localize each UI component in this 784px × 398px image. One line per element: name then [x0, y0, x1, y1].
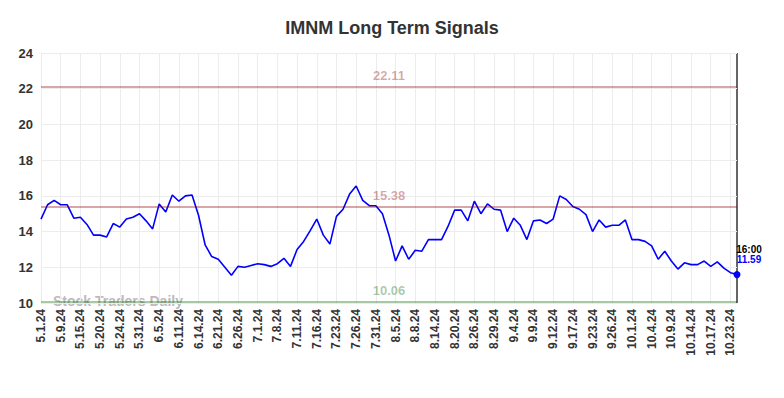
- svg-text:7.23.24: 7.23.24: [329, 309, 343, 349]
- svg-text:6.11.24: 6.11.24: [172, 309, 186, 349]
- svg-text:5.1.24: 5.1.24: [34, 309, 48, 343]
- svg-text:8.5.24: 8.5.24: [389, 309, 403, 343]
- svg-text:7.31.24: 7.31.24: [369, 309, 383, 349]
- svg-text:18: 18: [19, 153, 33, 168]
- svg-text:9.26.24: 9.26.24: [605, 309, 619, 349]
- svg-text:5.9.24: 5.9.24: [54, 309, 68, 343]
- svg-text:6.26.24: 6.26.24: [231, 309, 245, 349]
- svg-text:16:00: 16:00: [736, 243, 762, 255]
- svg-text:6.14.24: 6.14.24: [192, 309, 206, 349]
- svg-text:10.14.24: 10.14.24: [684, 309, 698, 356]
- svg-text:15.38: 15.38: [373, 188, 406, 203]
- svg-text:Stock Traders Daily: Stock Traders Daily: [53, 293, 183, 309]
- svg-text:22: 22: [19, 81, 33, 96]
- svg-text:5.24.24: 5.24.24: [113, 309, 127, 349]
- svg-text:10: 10: [19, 296, 33, 311]
- svg-text:7.11.24: 7.11.24: [290, 309, 304, 349]
- svg-text:10.06: 10.06: [373, 283, 406, 298]
- svg-text:9.17.24: 9.17.24: [566, 309, 580, 349]
- svg-text:8.14.24: 8.14.24: [428, 309, 442, 349]
- svg-text:16: 16: [19, 188, 33, 203]
- svg-text:10.17.24: 10.17.24: [704, 309, 718, 356]
- svg-text:6.21.24: 6.21.24: [211, 309, 225, 349]
- svg-text:9.9.24: 9.9.24: [526, 309, 540, 343]
- svg-text:8.26.24: 8.26.24: [467, 309, 481, 349]
- svg-text:9.12.24: 9.12.24: [546, 309, 560, 349]
- svg-text:7.16.24: 7.16.24: [310, 309, 324, 349]
- svg-text:6.5.24: 6.5.24: [152, 309, 166, 343]
- svg-text:8.20.24: 8.20.24: [448, 309, 462, 349]
- svg-text:9.23.24: 9.23.24: [586, 309, 600, 349]
- svg-text:7.1.24: 7.1.24: [251, 309, 265, 343]
- svg-text:10.9.24: 10.9.24: [664, 309, 678, 349]
- svg-text:10.1.24: 10.1.24: [625, 309, 639, 349]
- svg-text:5.20.24: 5.20.24: [93, 309, 107, 349]
- svg-text:12: 12: [19, 260, 33, 275]
- svg-text:7.26.24: 7.26.24: [349, 309, 363, 349]
- svg-text:22.11: 22.11: [373, 68, 405, 83]
- svg-text:14: 14: [19, 224, 34, 239]
- svg-text:10.23.24: 10.23.24: [723, 309, 737, 356]
- svg-text:7.8.24: 7.8.24: [270, 309, 284, 343]
- svg-text:IMNM Long Term Signals: IMNM Long Term Signals: [285, 18, 499, 38]
- svg-text:10.4.24: 10.4.24: [645, 309, 659, 349]
- svg-text:8.29.24: 8.29.24: [487, 309, 501, 349]
- svg-text:8.8.24: 8.8.24: [408, 309, 422, 343]
- svg-text:20: 20: [19, 117, 33, 132]
- svg-text:9.4.24: 9.4.24: [507, 309, 521, 343]
- svg-text:11.59: 11.59: [737, 254, 762, 265]
- svg-text:5.15.24: 5.15.24: [73, 309, 87, 349]
- svg-text:24: 24: [19, 46, 34, 61]
- svg-text:5.31.24: 5.31.24: [132, 309, 146, 349]
